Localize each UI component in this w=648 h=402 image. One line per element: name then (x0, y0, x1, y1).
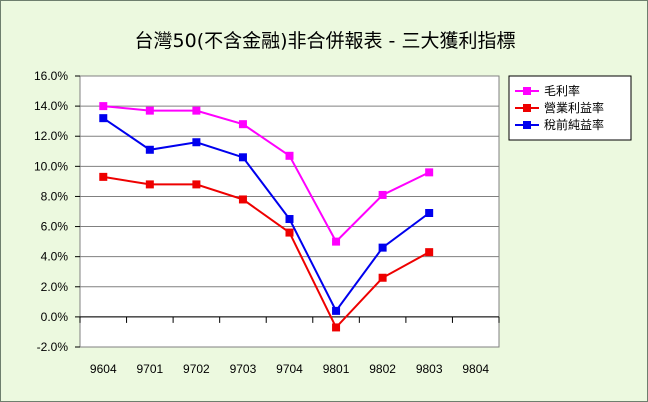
data-point (145, 145, 154, 154)
legend-swatch-marker (523, 87, 531, 95)
data-point (332, 237, 341, 246)
data-point (99, 102, 108, 111)
x-tick-label: 9704 (276, 362, 303, 376)
y-tick-label: 8.0% (41, 189, 69, 203)
y-tick-label: -2.0% (37, 340, 69, 354)
legend-label: 營業利益率 (544, 100, 604, 115)
legend-label: 稅前純益率 (544, 117, 604, 132)
plot-area (79, 75, 500, 348)
y-tick-label: 16.0% (34, 69, 68, 83)
data-point (425, 248, 434, 257)
x-tick-label: 9701 (136, 362, 163, 376)
data-point (285, 151, 294, 160)
y-tick-label: 14.0% (34, 99, 68, 113)
y-tick-label: 6.0% (41, 220, 69, 234)
series-line (103, 105, 430, 244)
data-point (99, 114, 108, 123)
x-tick-label: 9803 (416, 362, 443, 376)
data-point (99, 172, 108, 181)
y-tick-label: 4.0% (41, 250, 69, 264)
data-point (378, 243, 387, 252)
data-point (285, 215, 294, 224)
data-point (332, 306, 341, 315)
y-tick-label: 10.0% (34, 159, 68, 173)
x-tick-label: 9801 (323, 362, 350, 376)
legend-swatch-marker (523, 121, 531, 129)
data-point (192, 180, 201, 189)
series-line (103, 175, 430, 330)
x-tick-label: 9604 (90, 362, 117, 376)
x-tick-label: 9802 (369, 362, 396, 376)
data-point (192, 138, 201, 147)
data-point (378, 190, 387, 199)
axes: -2.0% 0.0% 2.0% 4.0% 6.0% 8.0% 10.0% 12.0% 14.0%… (34, 69, 500, 376)
y-tick-label: 12.0% (34, 129, 68, 143)
data-point (285, 228, 294, 237)
gridlines (80, 105, 499, 318)
data-point (238, 120, 247, 129)
data-point (238, 195, 247, 204)
data-point (425, 168, 434, 177)
chart-title: 台灣50(不含金融)非合併報表 - 三大獲利指標 (135, 30, 516, 52)
data-point (192, 106, 201, 115)
series-line (102, 117, 430, 313)
data-point (378, 273, 387, 282)
data-point (332, 323, 341, 332)
data-point (145, 180, 154, 189)
x-tick-label: 9703 (230, 362, 257, 376)
y-tick-label: 2.0% (41, 280, 69, 294)
series-layer (99, 102, 434, 332)
data-point (238, 153, 247, 162)
x-tick-label: 9804 (462, 362, 489, 376)
y-tick-label: 0.0% (41, 310, 69, 324)
legend-swatch-marker (523, 104, 531, 112)
x-tick-label: 9702 (183, 362, 210, 376)
data-point (425, 209, 434, 218)
data-point (145, 106, 154, 115)
legend-label: 毛利率 (544, 83, 580, 98)
